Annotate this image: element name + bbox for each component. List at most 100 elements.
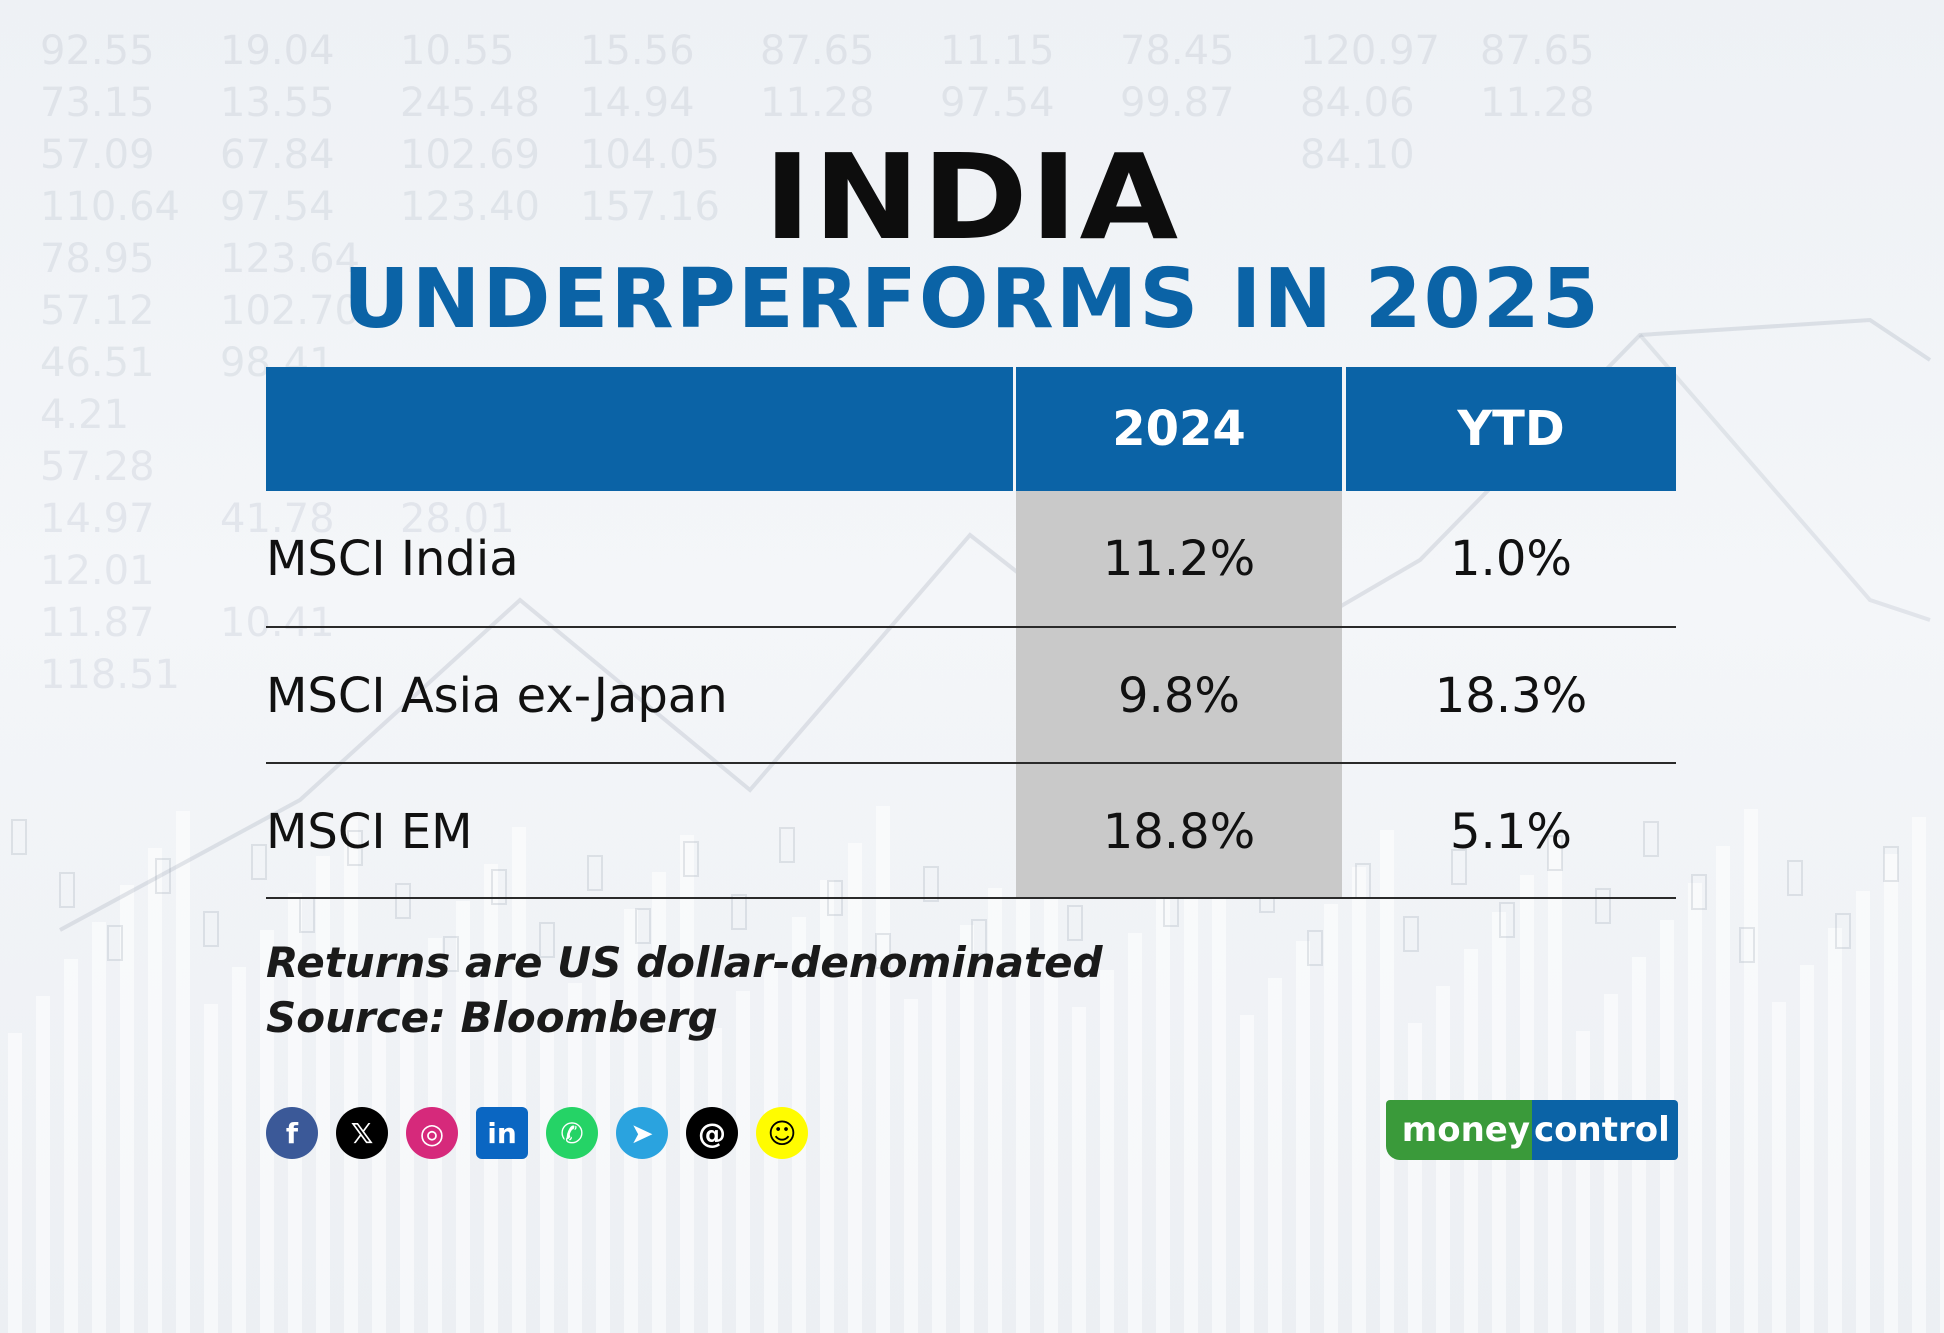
background-number: 11.28 [1480,80,1595,126]
background-bar [204,1004,218,1333]
background-number: 84.10 [1300,132,1415,178]
table-header-ytd: YTD [1457,401,1565,457]
background-number: 41.78 [220,496,335,542]
note-source: Source: Bloomberg [266,993,718,1042]
background-bar [1324,904,1338,1333]
row-label: MSCI Asia ex-Japan [266,667,728,724]
background-bar [1576,1031,1590,1333]
background-bar [92,922,106,1333]
background-bar [820,880,834,1333]
background-bar [932,962,946,1333]
background-candle [875,933,891,969]
linkedin-icon[interactable]: in [476,1107,528,1159]
title-line-1: INDIA [763,128,1181,266]
background-bar [8,1033,22,1333]
background-bar [1548,838,1562,1333]
background-candle [491,869,507,905]
background-number: 118.51 [40,652,180,698]
threads-icon[interactable]: @ [686,1107,738,1159]
telegram-icon[interactable]: ➤ [616,1107,668,1159]
background-bar [1296,941,1310,1333]
column-2024-highlight [1016,491,1342,898]
background-bar [1940,1010,1944,1333]
row-divider [266,897,1676,899]
background-number: 14.97 [40,496,155,542]
background-candle [11,819,27,855]
whatsapp-icon[interactable]: ✆ [546,1107,598,1159]
background-candle [1307,930,1323,966]
background-number: 102.69 [400,132,540,178]
background-bar [484,864,498,1333]
background-bar [512,827,526,1333]
table-header-2024: 2024 [1112,401,1246,457]
background-candle [923,866,939,902]
background-bar [876,806,890,1333]
background-number: 78.95 [40,236,155,282]
background-candle [1835,913,1851,949]
background-bar [344,819,358,1333]
background-number: 15.56 [580,28,695,74]
background-bar [1884,854,1898,1333]
facebook-icon[interactable]: f [266,1107,318,1159]
background-bar [1128,933,1142,1333]
background-number: 123.64 [220,236,360,282]
value-ytd: 5.1% [1450,803,1572,860]
table-header-label-cell [266,367,1013,491]
background-bar [1772,1002,1786,1333]
x-icon[interactable]: 𝕏 [336,1107,388,1159]
value-2024: 18.8% [1102,803,1256,860]
table-header-2024-cell: 2024 [1016,367,1342,491]
background-candle [1547,835,1563,871]
background-candle [1499,902,1515,938]
background-bar [1856,891,1870,1333]
background-bar [988,888,1002,1333]
table-header-ytd-cell: YTD [1346,367,1676,491]
background-number: 92.55 [40,28,155,74]
background-bar [680,835,694,1333]
background-number: 157.16 [580,184,720,230]
background-bar [36,996,50,1333]
background-bar [232,967,246,1333]
background-bar [372,1012,386,1333]
background-candle [1595,888,1611,924]
background-bar [708,1028,722,1333]
background-number: 14.94 [580,80,695,126]
background-candle [635,908,651,944]
background-number: 13.55 [220,80,335,126]
background-candle [731,894,747,930]
background-number: 28.01 [400,496,515,542]
value-ytd: 18.3% [1434,667,1588,724]
logo-part-control: control [1532,1100,1678,1160]
background-number: 57.28 [40,444,155,490]
row-label: MSCI EM [266,803,473,860]
background-number: 46.51 [40,340,155,386]
table-header-label [266,367,1013,491]
background-bar [1744,809,1758,1333]
background-bar [652,872,666,1333]
snapchat-icon[interactable]: ☺ [756,1107,808,1159]
table-row: MSCI EM 18.8% 5.1% [266,764,1676,899]
background-trend-line-2 [1638,333,1931,622]
background-bar [904,999,918,1333]
social-icons: f 𝕏 ◎ in ✆ ➤ @ ☺ [266,1107,808,1159]
note-returns: Returns are US dollar-denominated [266,938,1103,987]
moneycontrol-logo[interactable]: money control [1386,1100,1678,1160]
background-bar [64,959,78,1333]
background-bar [1156,896,1170,1333]
background-number: 11.28 [760,80,875,126]
background-bar [1212,822,1226,1333]
background-number: 99.87 [1120,80,1235,126]
instagram-icon[interactable]: ◎ [406,1107,458,1159]
row-divider [266,626,1676,628]
background-candle [347,830,363,866]
background-bar [176,811,190,1333]
value-2024: 11.2% [1102,530,1256,587]
background-bar [400,975,414,1333]
background-bar [1016,851,1030,1333]
background-number: 97.54 [940,80,1055,126]
background-bar [148,848,162,1333]
row-divider [266,762,1676,764]
background-bar [960,925,974,1333]
background-bars [8,806,1944,1333]
